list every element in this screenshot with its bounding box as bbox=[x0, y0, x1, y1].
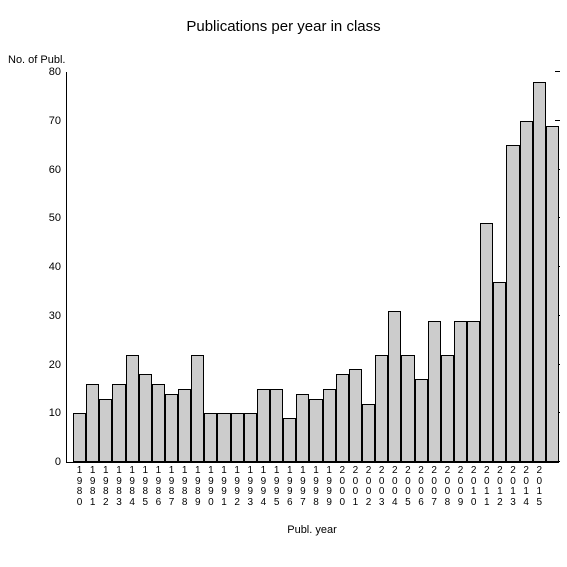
bar bbox=[388, 311, 401, 462]
bar bbox=[191, 355, 204, 462]
y-tick-label: 80 bbox=[49, 66, 67, 78]
x-tick-label: 1989 bbox=[195, 466, 201, 508]
y-tick-label: 0 bbox=[55, 456, 67, 468]
bar bbox=[231, 413, 244, 462]
x-tick-label: 1992 bbox=[234, 466, 240, 508]
bar bbox=[178, 389, 191, 462]
x-tick-label: 1985 bbox=[142, 466, 148, 508]
x-tick-label: 1997 bbox=[300, 466, 306, 508]
bar bbox=[415, 379, 428, 462]
y-tick-label: 10 bbox=[49, 407, 67, 419]
bar bbox=[375, 355, 388, 462]
x-tick-label: 2004 bbox=[392, 466, 398, 508]
y-axis-label: No. of Publ. bbox=[8, 54, 65, 66]
bar bbox=[73, 413, 86, 462]
bar bbox=[336, 374, 349, 462]
x-tick-label: 2010 bbox=[471, 466, 477, 508]
bar bbox=[283, 418, 296, 462]
bar bbox=[323, 389, 336, 462]
bar bbox=[270, 389, 283, 462]
x-tick-label: 2011 bbox=[484, 466, 490, 508]
x-tick-label: 2014 bbox=[523, 466, 529, 508]
x-tick-label: 2001 bbox=[353, 466, 359, 508]
bar bbox=[480, 223, 493, 462]
x-tick-label: 1984 bbox=[129, 466, 135, 508]
x-tick-label: 1980 bbox=[77, 466, 83, 508]
bar bbox=[126, 355, 139, 462]
y-tick-label: 40 bbox=[49, 261, 67, 273]
x-tick-label: 1982 bbox=[103, 466, 109, 508]
x-tick-label: 1981 bbox=[90, 466, 96, 508]
x-tick-label: 1990 bbox=[208, 466, 214, 508]
x-tick-label: 2008 bbox=[445, 466, 451, 508]
x-tick-label: 2000 bbox=[339, 466, 345, 508]
y-tick-label: 50 bbox=[49, 212, 67, 224]
bar bbox=[152, 384, 165, 462]
x-tick-label: 2003 bbox=[379, 466, 385, 508]
bar bbox=[86, 384, 99, 462]
bar bbox=[441, 355, 454, 462]
x-tick-label: 2009 bbox=[458, 466, 464, 508]
x-tick-label: 1994 bbox=[261, 466, 267, 508]
chart-container: Publications per year in class No. of Pu… bbox=[0, 0, 567, 567]
bar bbox=[533, 82, 546, 462]
x-tick-label: 2015 bbox=[537, 466, 543, 508]
x-tick-label: 2002 bbox=[366, 466, 372, 508]
bar bbox=[506, 145, 519, 462]
bar bbox=[139, 374, 152, 462]
chart-title: Publications per year in class bbox=[0, 18, 567, 35]
bar bbox=[467, 321, 480, 462]
y-tick-mark bbox=[555, 71, 560, 72]
bar bbox=[454, 321, 467, 462]
bar bbox=[204, 413, 217, 462]
y-tick-label: 20 bbox=[49, 359, 67, 371]
x-tick-label: 1988 bbox=[182, 466, 188, 508]
y-tick-label: 70 bbox=[49, 115, 67, 127]
x-tick-label: 1998 bbox=[313, 466, 319, 508]
x-tick-label: 1991 bbox=[221, 466, 227, 508]
x-axis-label: Publ. year bbox=[66, 524, 558, 536]
bar bbox=[165, 394, 178, 462]
x-tick-label: 1996 bbox=[287, 466, 293, 508]
x-tick-label: 2006 bbox=[418, 466, 424, 508]
x-tick-label: 2012 bbox=[497, 466, 503, 508]
bar bbox=[309, 399, 322, 462]
plot-area: 0102030405060708019801981198219831984198… bbox=[66, 72, 559, 463]
bar bbox=[362, 404, 375, 463]
x-tick-label: 1999 bbox=[326, 466, 332, 508]
y-tick-mark bbox=[555, 120, 560, 121]
x-tick-label: 2007 bbox=[431, 466, 437, 508]
x-tick-label: 1986 bbox=[156, 466, 162, 508]
bar bbox=[401, 355, 414, 462]
bar bbox=[428, 321, 441, 462]
bar bbox=[296, 394, 309, 462]
bar bbox=[217, 413, 230, 462]
bar bbox=[244, 413, 257, 462]
x-tick-label: 1995 bbox=[274, 466, 280, 508]
bar bbox=[99, 399, 112, 462]
x-tick-label: 1993 bbox=[248, 466, 254, 508]
bar bbox=[349, 369, 362, 462]
bar bbox=[112, 384, 125, 462]
x-tick-label: 2013 bbox=[510, 466, 516, 508]
bar bbox=[493, 282, 506, 462]
x-tick-label: 1987 bbox=[169, 466, 175, 508]
x-tick-label: 1983 bbox=[116, 466, 122, 508]
bar bbox=[546, 126, 559, 462]
bar bbox=[257, 389, 270, 462]
bar bbox=[520, 121, 533, 462]
y-tick-label: 60 bbox=[49, 164, 67, 176]
y-tick-label: 30 bbox=[49, 310, 67, 322]
x-tick-label: 2005 bbox=[405, 466, 411, 508]
